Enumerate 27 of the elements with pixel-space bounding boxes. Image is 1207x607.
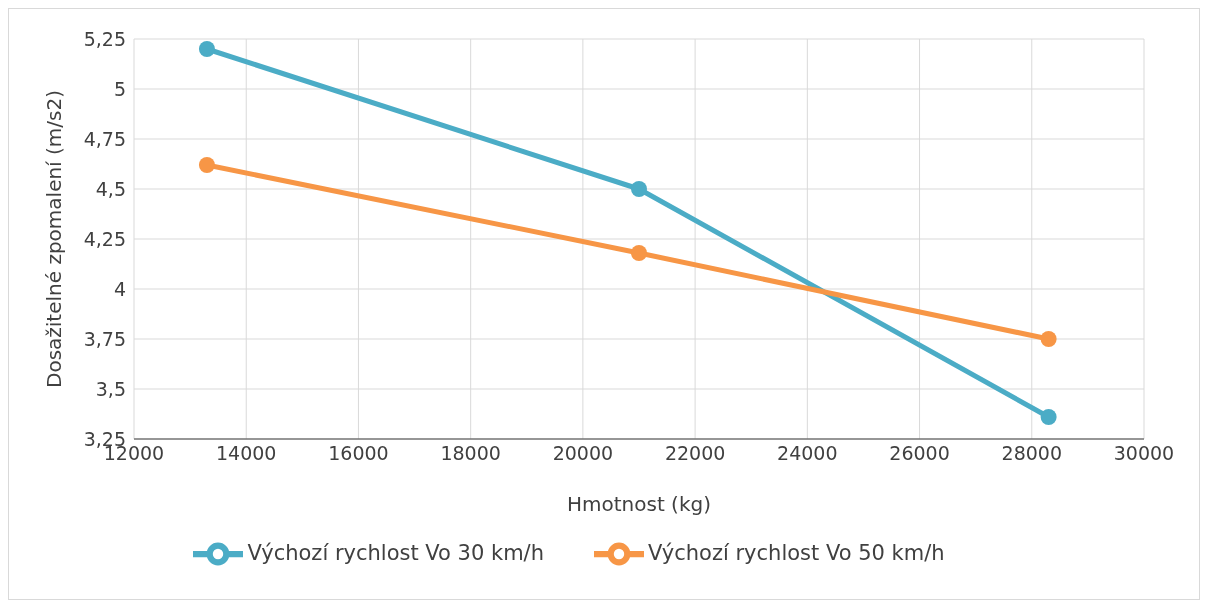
x-tick-label: 28000 [1001, 442, 1062, 465]
y-tick-label: 4,25 [83, 227, 126, 250]
y-tick-label: 5,25 [83, 27, 126, 50]
point [198, 41, 215, 57]
point [631, 181, 647, 197]
y-tick-label: 5 [113, 77, 126, 100]
legend-label: Výchozí rychlost Vo 30 km/h [247, 541, 544, 565]
x-tick-label: 30000 [1113, 442, 1175, 465]
x-tick-label: 14000 [216, 442, 277, 465]
point [198, 157, 215, 173]
x-tick-label: 26000 [889, 442, 950, 465]
y-axis-title: Dosažitelné zpomalení (m/s2) [42, 90, 67, 388]
y-tick-label: 4 [113, 277, 126, 300]
point [1040, 331, 1057, 347]
point [1040, 409, 1057, 425]
y-tick-label: 3,5 [95, 377, 126, 400]
legend-label: Výchozí rychlost Vo 50 km/h [648, 541, 945, 565]
x-tick-label: 18000 [440, 442, 501, 465]
x-tick-label: 16000 [328, 442, 389, 465]
x-tick-label: 20000 [552, 442, 614, 465]
point [631, 245, 647, 261]
y-tick-label: 4,75 [83, 127, 126, 150]
y-tick-label: 4,5 [95, 177, 126, 200]
x-axis-title: Hmotnost (kg) [566, 492, 712, 516]
y-tick-label: 3,75 [83, 327, 126, 350]
x-tick-label: 22000 [664, 442, 726, 465]
x-tick-label: 24000 [777, 442, 838, 465]
